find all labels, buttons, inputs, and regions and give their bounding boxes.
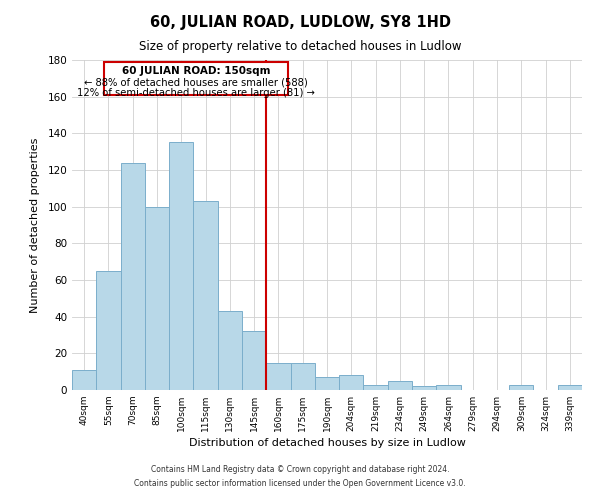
Bar (193, 201, 218, 390)
X-axis label: Distribution of detached houses by size in Ludlow: Distribution of detached houses by size … (188, 438, 466, 448)
Bar (145, 206, 169, 390)
Text: Contains HM Land Registry data © Crown copyright and database right 2024.
Contai: Contains HM Land Registry data © Crown c… (134, 466, 466, 487)
Bar (218, 311, 242, 390)
Bar (436, 384, 461, 390)
Text: Size of property relative to detached houses in Ludlow: Size of property relative to detached ho… (139, 40, 461, 53)
Bar (558, 384, 582, 390)
Bar (242, 332, 266, 390)
Bar (339, 376, 364, 390)
Bar (121, 162, 145, 390)
Bar (96, 271, 121, 390)
Y-axis label: Number of detached properties: Number of detached properties (31, 138, 40, 312)
Text: 60 JULIAN ROAD: 150sqm: 60 JULIAN ROAD: 150sqm (122, 66, 270, 76)
Bar (104, 62, 288, 95)
Bar (412, 386, 436, 390)
Bar (72, 370, 96, 390)
Bar (364, 384, 388, 390)
Bar (388, 381, 412, 390)
Text: 12% of semi-detached houses are larger (81) →: 12% of semi-detached houses are larger (… (77, 88, 315, 99)
Bar (169, 142, 193, 390)
Bar (290, 362, 315, 390)
Bar (315, 377, 339, 390)
Bar (509, 384, 533, 390)
Bar (266, 362, 290, 390)
Text: ← 88% of detached houses are smaller (588): ← 88% of detached houses are smaller (58… (84, 78, 308, 88)
Text: 60, JULIAN ROAD, LUDLOW, SY8 1HD: 60, JULIAN ROAD, LUDLOW, SY8 1HD (149, 15, 451, 30)
